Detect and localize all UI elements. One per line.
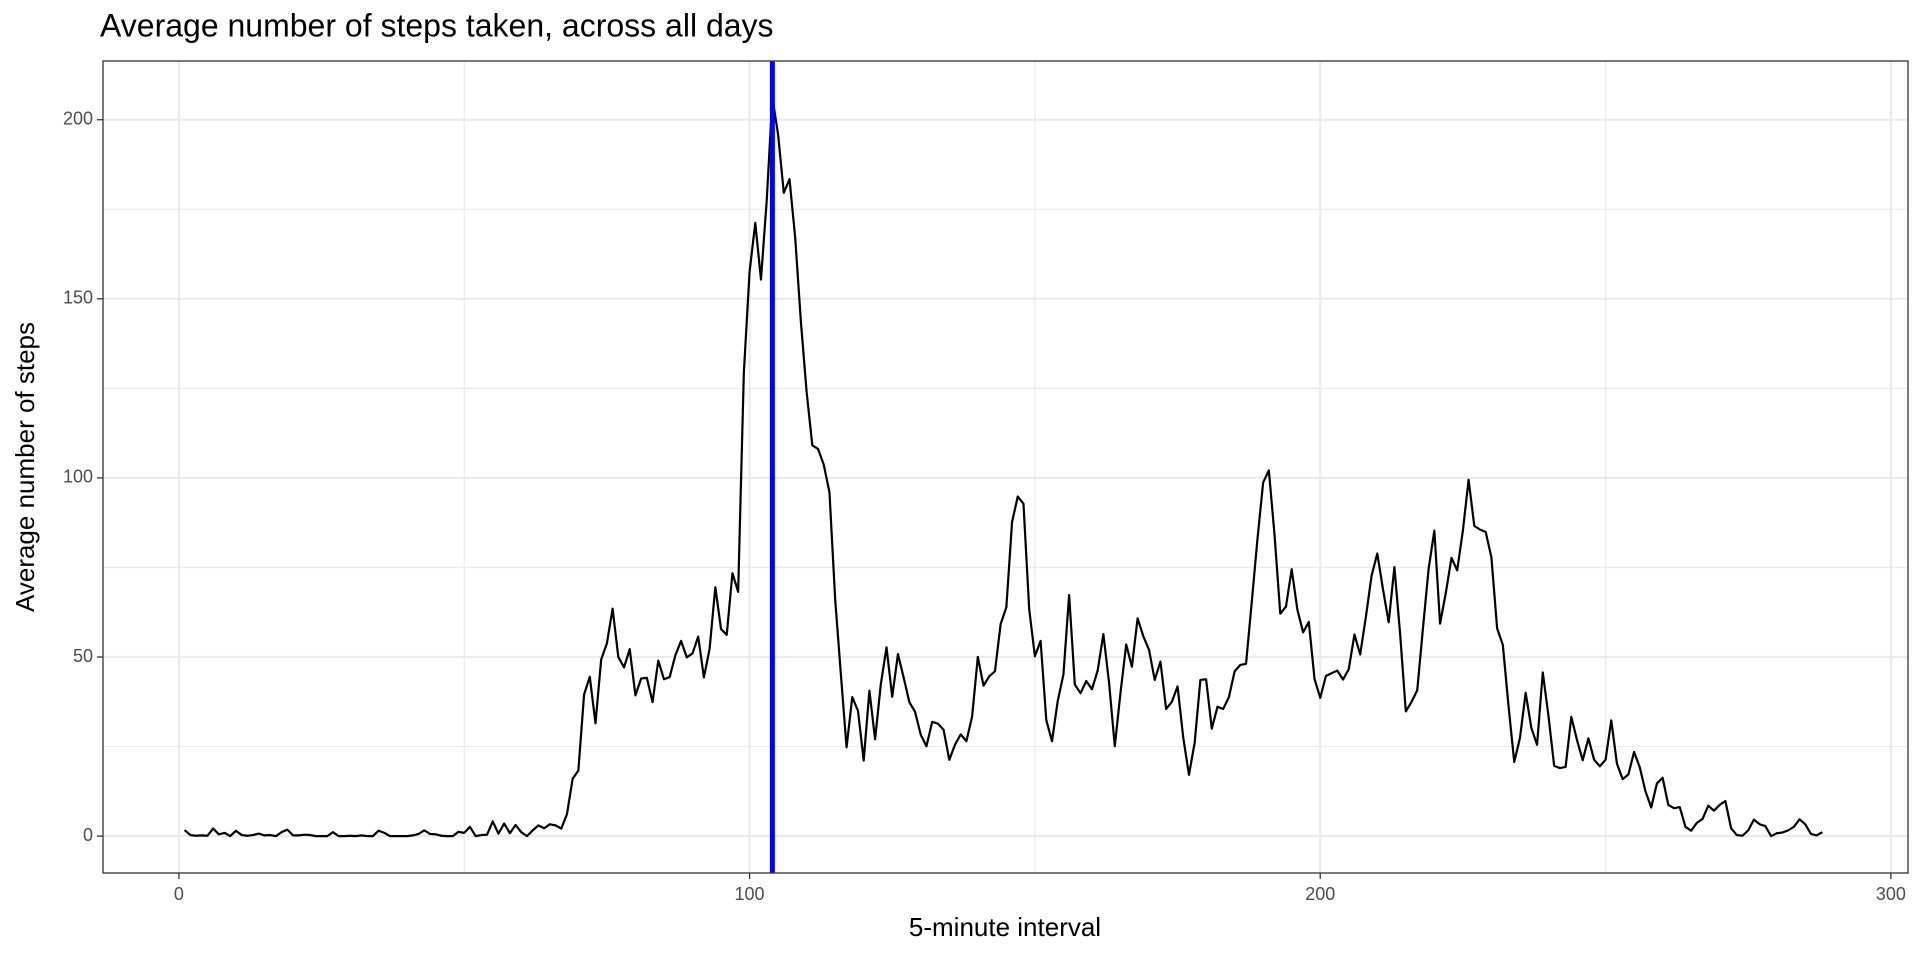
y-tick-label: 50 xyxy=(73,646,93,666)
plot-border xyxy=(102,60,1909,874)
chart-title: Average number of steps taken, across al… xyxy=(100,7,774,43)
x-axis-label: 5-minute interval xyxy=(909,912,1101,942)
x-tick-label: 200 xyxy=(1305,884,1335,904)
y-tick-label: 0 xyxy=(83,825,93,845)
x-tick-label: 100 xyxy=(735,884,765,904)
y-tick-label: 150 xyxy=(63,288,93,308)
x-tick-label: 0 xyxy=(174,884,184,904)
x-tick-label: 300 xyxy=(1876,884,1906,904)
y-tick-label: 100 xyxy=(63,467,93,487)
y-axis-label: Average number of steps xyxy=(10,322,40,612)
plot-background xyxy=(103,61,1908,873)
y-tick-label: 200 xyxy=(63,108,93,128)
data-line xyxy=(183,96,1823,838)
